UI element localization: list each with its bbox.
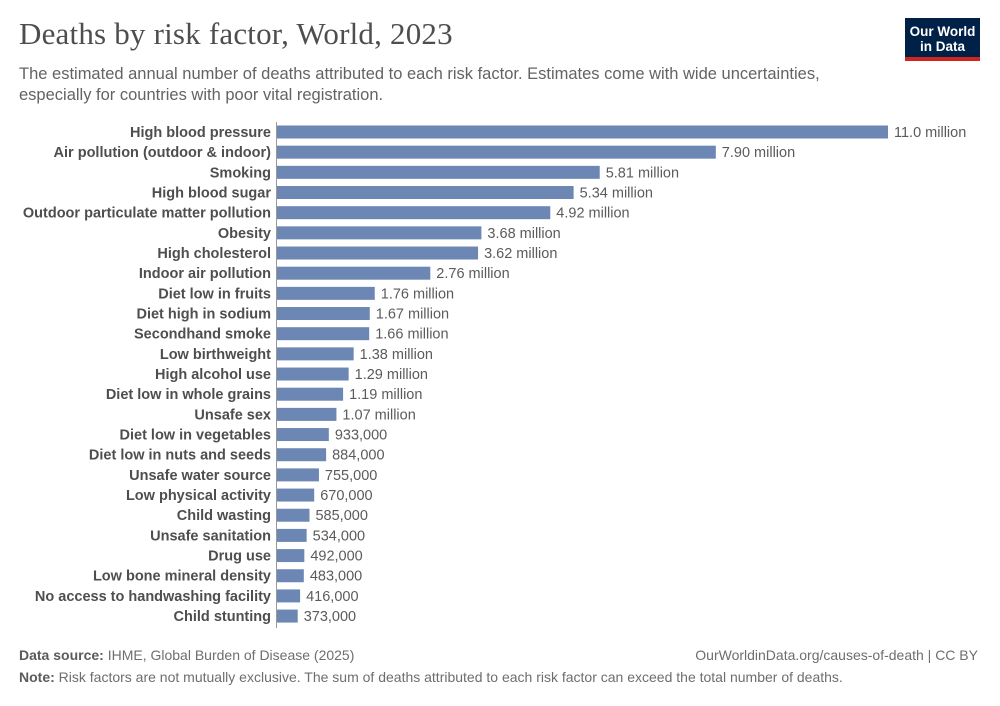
category-label: Low birthweight xyxy=(160,347,271,363)
category-label: Diet low in vegetables xyxy=(120,428,272,444)
category-label: High cholesterol xyxy=(157,246,271,262)
value-label: 4.92 million xyxy=(556,206,629,222)
value-label: 416,000 xyxy=(306,589,358,605)
data-source: Data source: IHME, Global Burden of Dise… xyxy=(19,647,354,663)
chart-title: Deaths by risk factor, World, 2023 xyxy=(19,16,453,51)
chart-subtitle: The estimated annual number of deaths at… xyxy=(19,65,820,104)
category-label: Secondhand smoke xyxy=(134,327,271,343)
category-label: Child wasting xyxy=(177,508,271,524)
value-label: 3.68 million xyxy=(487,226,560,242)
value-label: 755,000 xyxy=(325,468,377,484)
note-label: Note: xyxy=(19,669,55,685)
value-label: 534,000 xyxy=(313,528,365,544)
bar[interactable] xyxy=(277,246,479,260)
category-label: Indoor air pollution xyxy=(139,266,271,282)
category-label: Unsafe water source xyxy=(129,468,271,484)
bar[interactable] xyxy=(277,367,349,381)
value-label: 585,000 xyxy=(315,508,367,524)
category-label: Low physical activity xyxy=(126,488,271,504)
value-label: 1.38 million xyxy=(360,347,433,363)
value-label: 884,000 xyxy=(332,448,384,464)
value-label: 492,000 xyxy=(310,549,362,565)
bar[interactable] xyxy=(277,407,337,421)
source-label: Data source: xyxy=(19,647,104,663)
logo-line-2: in Data xyxy=(919,39,965,54)
category-label: Diet low in fruits xyxy=(158,286,271,302)
category-label: No access to handwashing facility xyxy=(35,589,271,605)
value-label: 373,000 xyxy=(304,609,356,625)
value-label: 2.76 million xyxy=(436,266,509,282)
category-label: Air pollution (outdoor & indoor) xyxy=(54,145,272,161)
value-label: 483,000 xyxy=(310,569,362,585)
value-label: 7.90 million xyxy=(722,145,795,161)
category-label: High alcohol use xyxy=(155,367,271,383)
bar[interactable] xyxy=(277,468,319,482)
category-label: Drug use xyxy=(208,549,271,565)
category-label: Unsafe sanitation xyxy=(150,528,271,544)
value-label: 5.34 million xyxy=(580,186,653,202)
logo-line-1: Our World xyxy=(909,24,976,39)
value-label: 1.67 million xyxy=(376,307,449,323)
value-label: 1.76 million xyxy=(381,286,454,302)
value-label: 670,000 xyxy=(320,488,372,504)
bar[interactable] xyxy=(277,387,344,401)
bar[interactable] xyxy=(277,307,370,321)
bar[interactable] xyxy=(277,589,301,603)
bar[interactable] xyxy=(277,327,370,341)
bar[interactable] xyxy=(277,448,327,462)
bar[interactable] xyxy=(277,347,354,361)
category-label: Diet low in nuts and seeds xyxy=(89,448,271,464)
bar[interactable] xyxy=(277,165,600,179)
value-label: 3.62 million xyxy=(484,246,557,262)
category-label: Obesity xyxy=(218,226,271,242)
bar[interactable] xyxy=(277,609,298,623)
source-url[interactable]: OurWorldinData.org/causes-of-death | CC … xyxy=(695,647,978,663)
value-label: 933,000 xyxy=(335,428,387,444)
bar[interactable] xyxy=(277,528,307,542)
bar[interactable] xyxy=(277,125,888,139)
category-label: Unsafe sex xyxy=(194,407,271,423)
category-label: Child stunting xyxy=(174,609,271,625)
bar[interactable] xyxy=(277,186,574,200)
bar[interactable] xyxy=(277,569,304,583)
value-label: 1.07 million xyxy=(342,407,415,423)
note: Note: Risk factors are not mutually excl… xyxy=(19,669,843,685)
bar[interactable] xyxy=(277,266,431,280)
bar[interactable] xyxy=(277,488,315,502)
category-label: High blood pressure xyxy=(130,125,271,141)
value-label: 1.29 million xyxy=(355,367,428,383)
category-label: Diet high in sodium xyxy=(136,307,271,323)
bar[interactable] xyxy=(277,508,310,522)
bar[interactable] xyxy=(277,226,482,240)
category-label: Smoking xyxy=(210,165,271,181)
category-label: Low bone mineral density xyxy=(93,569,271,585)
source-text: IHME, Global Burden of Disease (2025) xyxy=(107,647,355,663)
value-label: 5.81 million xyxy=(606,165,679,181)
bar[interactable] xyxy=(277,549,305,563)
value-label: 1.19 million xyxy=(349,387,422,403)
bar[interactable] xyxy=(277,206,551,220)
category-label: High blood sugar xyxy=(152,186,272,202)
value-label: 1.66 million xyxy=(375,327,448,343)
bar[interactable] xyxy=(277,286,375,300)
category-label: Outdoor particulate matter pollution xyxy=(23,206,271,222)
category-label: Diet low in whole grains xyxy=(106,387,271,403)
bar[interactable] xyxy=(277,145,716,159)
owid-logo[interactable]: Our World in Data xyxy=(905,18,980,61)
value-label: 11.0 million xyxy=(894,125,966,141)
bar-chart: High blood pressure 11.0 million Air pollu… xyxy=(23,122,966,629)
bar[interactable] xyxy=(277,428,329,442)
note-text: Risk factors are not mutually exclusive.… xyxy=(58,669,843,685)
